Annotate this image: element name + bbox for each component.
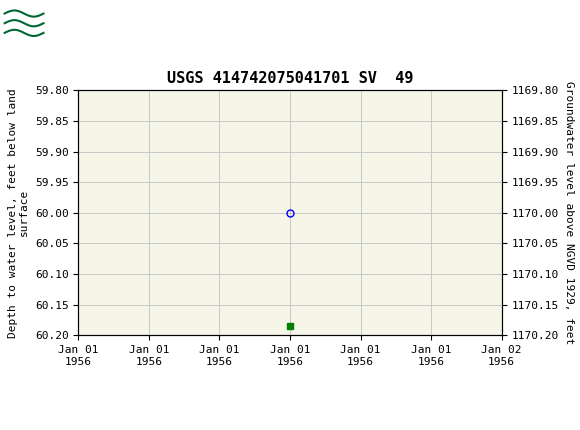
Y-axis label: Groundwater level above NGVD 1929, feet: Groundwater level above NGVD 1929, feet [564,81,574,344]
Text: USGS 414742075041701 SV  49: USGS 414742075041701 SV 49 [167,71,413,86]
Text: USGS: USGS [52,10,112,29]
Y-axis label: Depth to water level, feet below land
surface: Depth to water level, feet below land su… [8,88,29,338]
FancyBboxPatch shape [3,3,46,36]
